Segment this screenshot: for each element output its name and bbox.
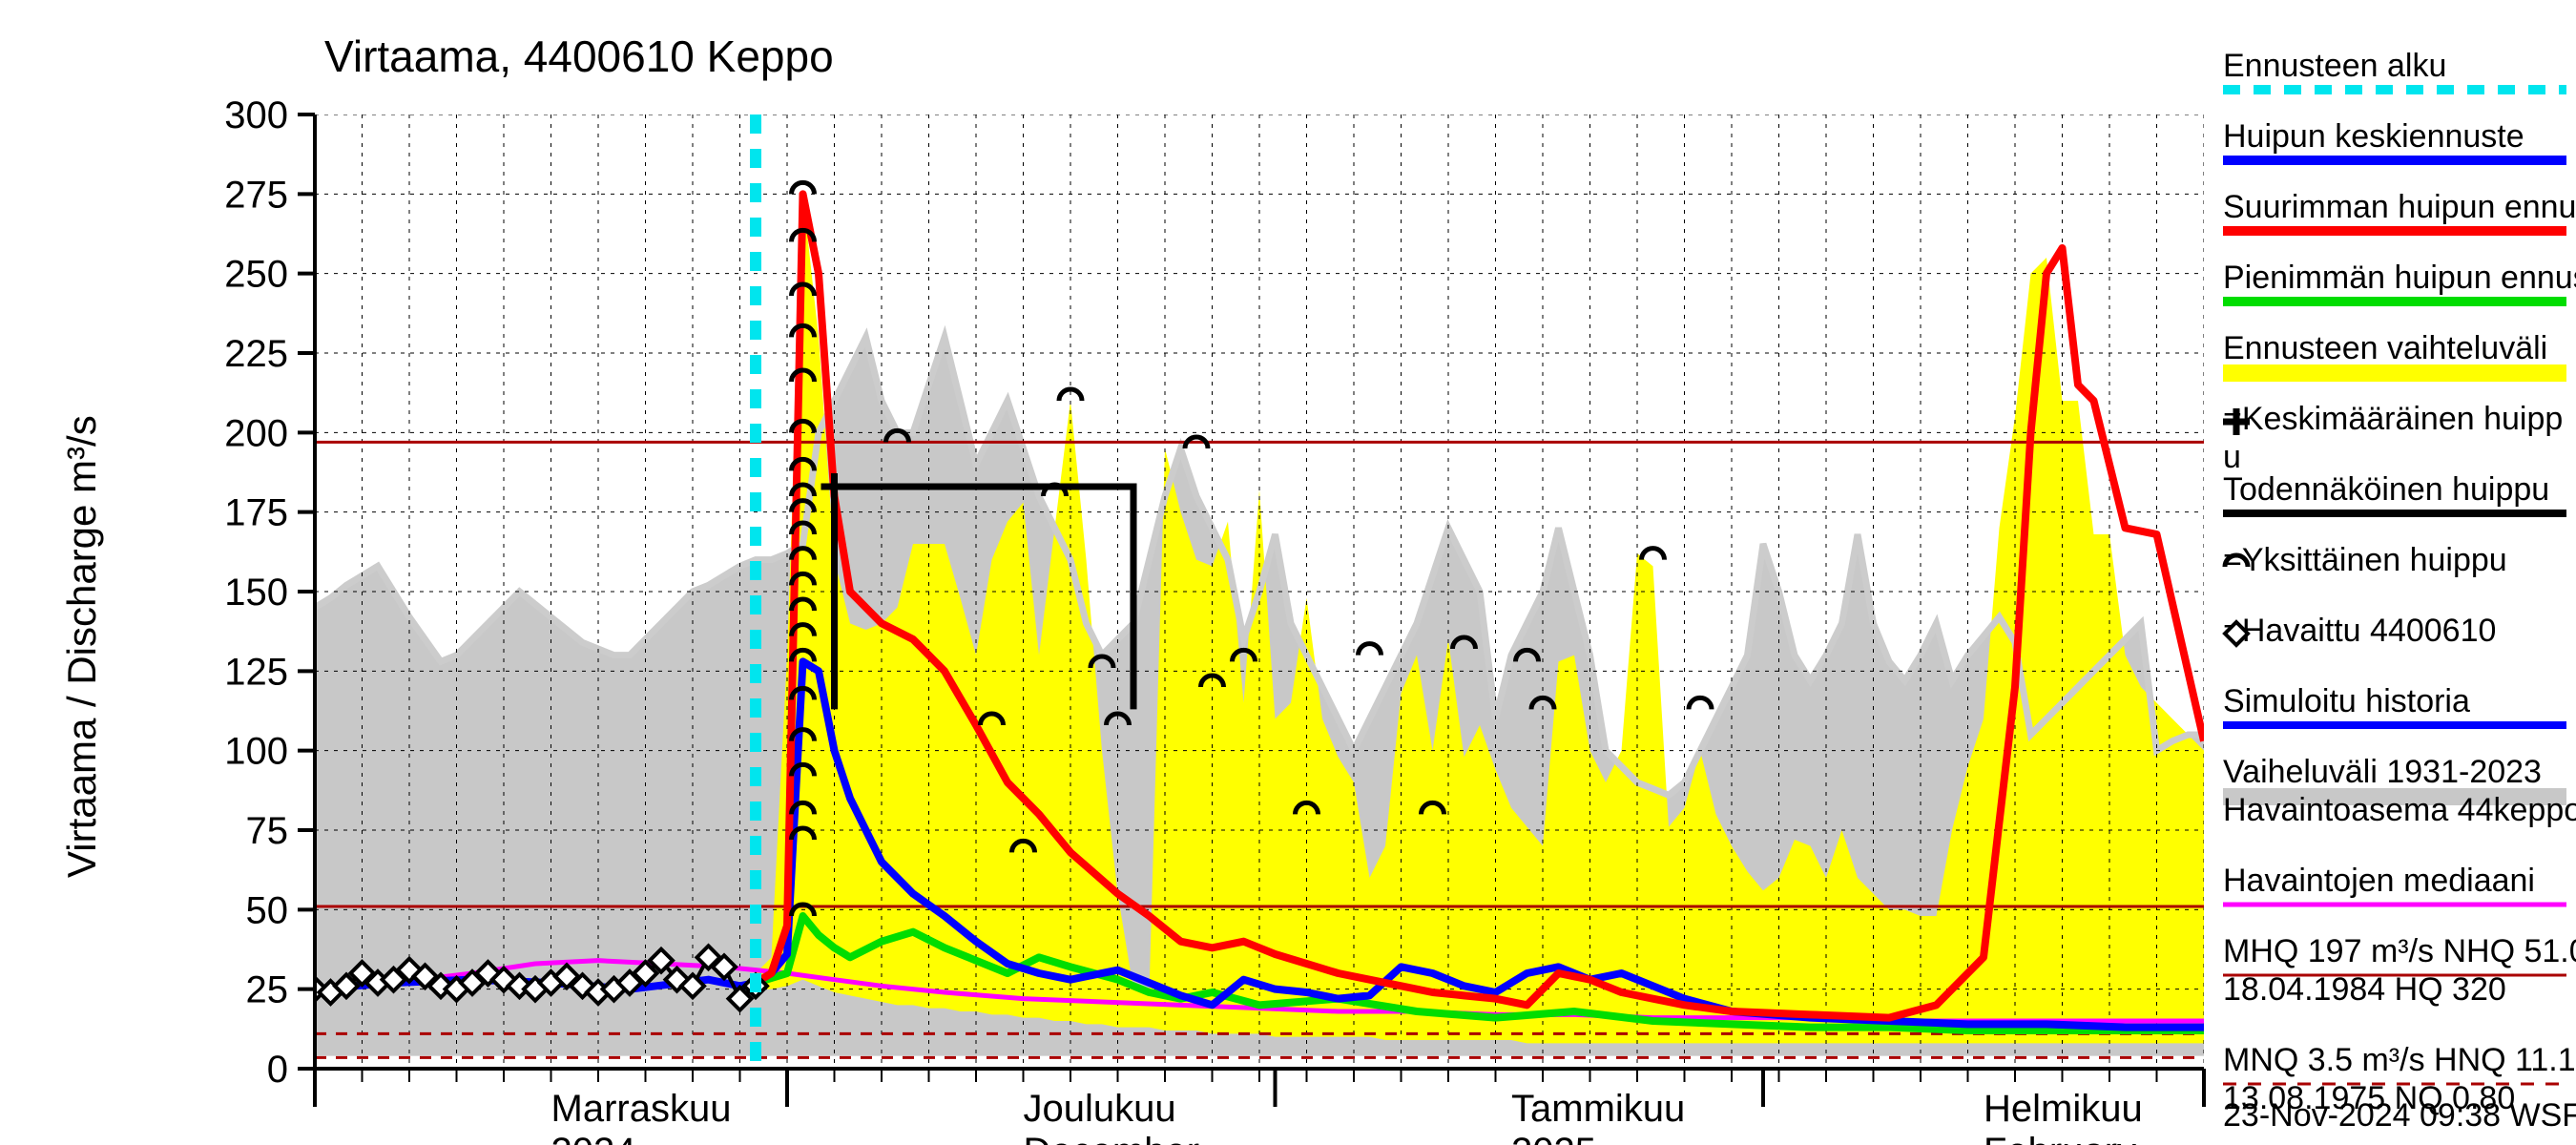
y-tick-label: 50 <box>246 889 289 931</box>
x-month-label: Helmikuu <box>1984 1088 2143 1130</box>
legend-label: 18.04.1984 HQ 320 <box>2223 971 2506 1008</box>
legend-label: =Havaittu 4400610 <box>2223 613 2496 649</box>
x-month-sublabel: December <box>1024 1131 1200 1145</box>
y-tick-label: 150 <box>224 572 288 614</box>
legend-label: u <box>2223 439 2241 475</box>
chart-title: Virtaama, 4400610 Keppo <box>324 31 834 81</box>
y-tick-label: 200 <box>224 412 288 454</box>
legend-label: Havaintojen mediaani <box>2223 863 2535 899</box>
y-tick-label: 0 <box>267 1049 288 1091</box>
footer-timestamp: 23-Nov-2024 09:38 WSFS-O <box>2223 1097 2576 1134</box>
x-month-sublabel: 2024 <box>551 1131 636 1145</box>
legend-label: Simuloitu historia <box>2223 683 2470 719</box>
legend-label: Havaintoasema 44keppo <box>2223 792 2576 828</box>
x-month-label: Tammikuu <box>1511 1088 1685 1130</box>
legend-label: Vaiheluväli 1931-2023 <box>2223 754 2542 790</box>
legend-label: Huipun keskiennuste <box>2223 118 2524 155</box>
x-month-sublabel: February <box>1984 1131 2136 1145</box>
legend-label: MHQ 197 m³/s NHQ 51.0 <box>2223 933 2576 969</box>
chart-svg: 0 25 50 75 100 125 150 175 200 225 250 275 300 Marras… <box>0 0 2576 1145</box>
y-tick-label: 75 <box>246 810 289 852</box>
legend-label: Ennusteen alku <box>2223 48 2446 84</box>
x-month-label: Joulukuu <box>1024 1088 1176 1130</box>
x-month-sublabel: 2025 <box>1511 1131 1596 1145</box>
y-tick-label: 100 <box>224 731 288 773</box>
legend-label: Suurimman huipun ennuste <box>2223 189 2576 225</box>
y-tick-label: 275 <box>224 174 288 216</box>
y-axis-label: Virtaama / Discharge m³/s <box>59 415 104 878</box>
y-tick-label: 225 <box>224 333 288 375</box>
x-month-label: Marraskuu <box>551 1088 732 1130</box>
y-tick-label: 125 <box>224 651 288 693</box>
y-tick-label: 25 <box>246 969 289 1011</box>
legend-label: Todennäköinen huippu <box>2223 471 2549 508</box>
y-tick-label: 300 <box>224 94 288 136</box>
legend-label: MNQ 3.5 m³/s HNQ 11.1 <box>2223 1042 2576 1078</box>
discharge-forecast-chart: 0 25 50 75 100 125 150 175 200 225 250 275 300 Marras… <box>0 0 2576 1145</box>
legend-label: =Keskimääräinen huipp <box>2223 401 2563 437</box>
legend-label: Ennusteen vaihteluväli <box>2223 330 2547 366</box>
y-tick-label: 175 <box>224 492 288 534</box>
legend-label: =Yksittäinen huippu <box>2223 542 2507 578</box>
legend-label: Pienimmän huipun ennuste <box>2223 260 2576 296</box>
y-tick-label: 250 <box>224 254 288 296</box>
